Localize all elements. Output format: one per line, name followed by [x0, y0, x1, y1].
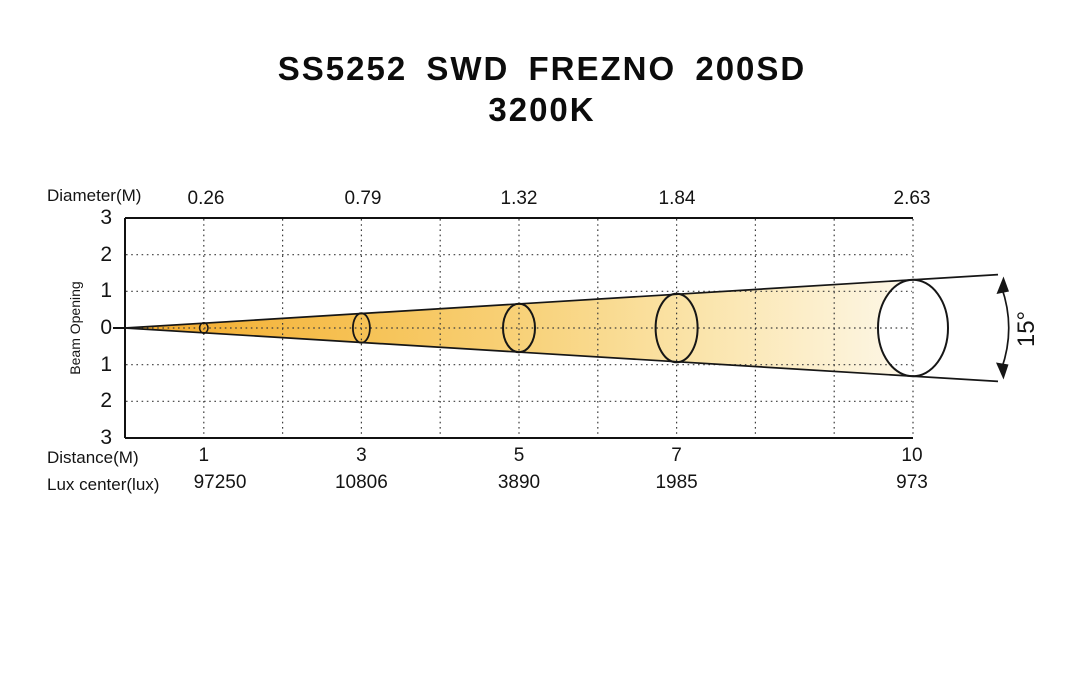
beam-spot-5m	[502, 302, 536, 354]
y-tick-plus2: 2	[100, 242, 112, 266]
diameter-value-3m: 0.79	[344, 188, 382, 209]
y-tick-minus3: 3	[100, 426, 112, 449]
lux-value-3m: 10806	[334, 472, 388, 493]
lux-row-label: Lux center(lux)	[47, 475, 160, 494]
diameter-value-1m: 0.26	[187, 188, 225, 209]
diameter-value-10m: 2.63	[893, 188, 931, 209]
beam-outline-top	[124, 273, 999, 329]
page-title: SS5252 SWD FREZNO 200SD 3200K	[0, 48, 1067, 130]
lux-value-7m: 1985	[655, 472, 698, 493]
beam-spot-10m-face	[878, 279, 948, 377]
y-tick-minus1: 1	[100, 352, 112, 376]
lux-value-10m: 973	[896, 472, 928, 493]
y-tick-plus1: 1	[100, 279, 112, 303]
beam-spot-1m	[198, 322, 209, 334]
beam-angle-arrow-up-icon	[996, 276, 1009, 294]
lux-value-5m: 3890	[497, 472, 541, 493]
y-tick-minus2: 2	[100, 389, 112, 413]
diameter-row-label: Diameter(M)	[47, 186, 142, 205]
distance-value-3: 3	[356, 445, 367, 466]
distance-value-10: 10	[901, 445, 923, 466]
beam-spot-10m	[877, 278, 949, 378]
beam-angle-arc	[1000, 286, 1010, 370]
distance-row-label: Distance(M)	[47, 448, 139, 467]
diameter-value-7m: 1.84	[658, 188, 696, 209]
horizontal-gridlines	[126, 254, 912, 402]
distance-value-5: 5	[513, 445, 525, 466]
title-color-temperature: 3200K	[488, 91, 596, 128]
lux-value-1m: 97250	[193, 472, 247, 493]
title-fixture-name: SS5252 SWD FREZNO 200SD	[277, 50, 807, 87]
distance-value-7: 7	[671, 445, 682, 466]
diameter-value-5m: 1.32	[500, 188, 538, 209]
beam-outline-bottom	[124, 327, 999, 383]
beam-angle-label: 15°	[1013, 310, 1040, 348]
beam-spot-3m	[351, 312, 371, 344]
y-tick-plus3: 3	[100, 206, 112, 229]
distance-value-1: 1	[198, 445, 210, 466]
beam-cone-fill	[125, 279, 913, 377]
beam-angle-arrow-down-icon	[996, 362, 1009, 380]
beam-spot-7m	[654, 292, 699, 364]
y-tick-zero: 0	[100, 316, 112, 339]
